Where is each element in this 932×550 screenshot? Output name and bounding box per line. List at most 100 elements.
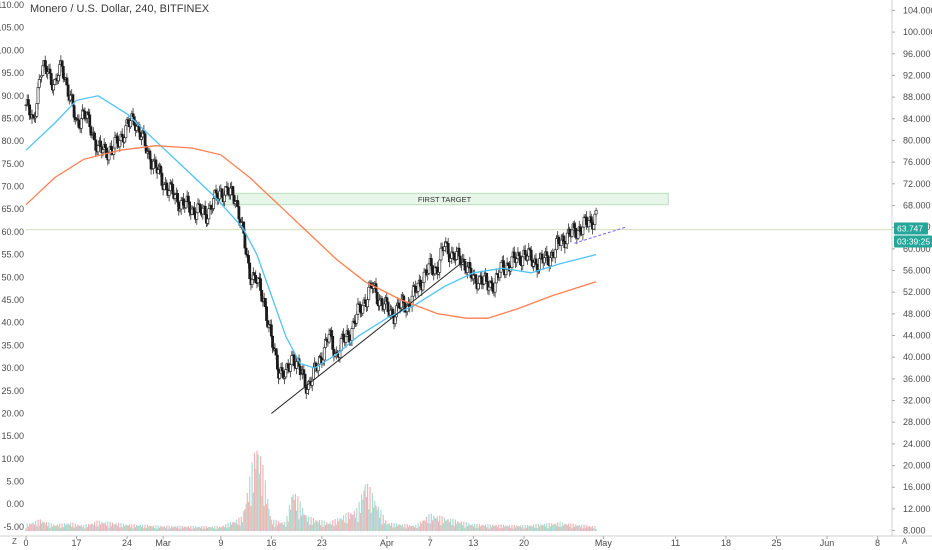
volume-bar (55, 525, 57, 531)
volume-bar (524, 524, 526, 531)
candle-up (389, 309, 392, 316)
volume-bar (415, 525, 417, 531)
volume-bar (235, 519, 238, 531)
volume-bar (508, 524, 511, 531)
candle-up (576, 230, 580, 239)
volume-bar (511, 524, 513, 531)
volume-bar (492, 524, 494, 531)
volume-bar (449, 518, 452, 531)
volume-layer (25, 450, 597, 531)
volume-bar (405, 528, 407, 531)
volume-bar (348, 518, 351, 531)
volume-bar (161, 526, 163, 531)
auto-scale-toggle[interactable]: Z (12, 537, 17, 546)
bar-countdown-label: 03:39:25 (897, 237, 930, 247)
volume-bar (389, 525, 392, 531)
trendline-layer[interactable] (271, 226, 626, 414)
candle-up (378, 299, 382, 307)
volume-bar (264, 480, 266, 531)
candle-down (186, 195, 190, 203)
volume-bar (288, 504, 291, 531)
candle-up (306, 389, 309, 394)
volume-bar (291, 496, 293, 531)
volume-bar (566, 525, 568, 531)
candle-up (57, 75, 60, 82)
candle-down (271, 335, 274, 348)
volume-bar (564, 523, 566, 531)
candle-up (443, 246, 446, 251)
candle-down (31, 114, 35, 118)
candle-up (438, 259, 442, 273)
volume-bar (302, 507, 304, 531)
volume-bar (322, 526, 324, 531)
candle-up (367, 286, 371, 300)
candle-down (103, 143, 107, 149)
volume-bar (126, 525, 128, 531)
projection-trendline[interactable] (574, 226, 626, 244)
volume-bar (541, 525, 543, 531)
volume-bar (400, 525, 402, 531)
candle-up (156, 169, 160, 174)
volume-bar (369, 487, 371, 531)
volume-bar (545, 526, 547, 531)
candle-up (356, 303, 360, 315)
volume-bar (582, 528, 584, 531)
volume-bar (468, 523, 470, 531)
support-trendline[interactable] (271, 258, 467, 414)
volume-bar (113, 524, 115, 531)
volume-bar (458, 522, 460, 531)
volume-bar (253, 452, 256, 531)
volume-bar (481, 524, 483, 531)
volume-bar (358, 502, 360, 531)
volume-bar (110, 525, 112, 531)
time-axis-tick-label: 24 (122, 538, 132, 548)
time-axis[interactable]: 0 17 24 Mar 9 16 23 Apr 7 13 20 May 11 18 25 Jun 8 (23, 536, 880, 548)
candle-down (165, 182, 169, 191)
candle-down (43, 60, 47, 67)
volume-bar (382, 514, 384, 531)
left-axis-tick-label: 105.00 (0, 23, 24, 33)
volume-bar (563, 525, 565, 531)
right-axis-tick-label: 76.000 (903, 157, 931, 167)
time-axis-tick-label: 0 (23, 538, 28, 548)
volume-bar (413, 527, 416, 531)
volume-bar (594, 526, 596, 531)
candle-up (101, 149, 105, 154)
volume-bar (137, 525, 139, 531)
volume-bar (571, 528, 573, 531)
candle-down (116, 135, 119, 144)
candle-down (28, 104, 32, 116)
volume-bar (504, 526, 506, 531)
volume-bar (294, 493, 297, 531)
volume-bar (132, 528, 134, 531)
volume-bar (531, 526, 533, 531)
candle-down (579, 226, 582, 232)
volume-bar (81, 527, 84, 531)
volume-bar (283, 522, 286, 531)
volume-bar (241, 522, 244, 531)
volume-bar (551, 523, 553, 531)
volume-bar (57, 526, 60, 531)
candle-up (393, 316, 397, 324)
volume-bar (151, 526, 153, 531)
volume-bar (184, 526, 186, 531)
volume-bar (570, 523, 572, 531)
volume-bar (579, 526, 582, 531)
right-axis-tick-label: 68.000 (903, 200, 931, 210)
candle-down (330, 330, 333, 337)
candle-down (87, 112, 90, 116)
volume-bar (308, 516, 310, 531)
volume-bar (98, 520, 100, 531)
volume-bar (555, 525, 558, 531)
volume-bar (321, 520, 323, 531)
right-axis[interactable]: 104.000 100.000 96.000 92.000 88.000 84.000 80… (892, 5, 932, 536)
candle-down (244, 247, 248, 255)
volume-bar (496, 526, 499, 531)
candle-down (480, 276, 484, 285)
candle-down (60, 60, 64, 67)
candle-down (568, 228, 572, 235)
candle-down (546, 255, 550, 266)
axis-mode-toggle[interactable]: A (902, 537, 908, 546)
candle-up (195, 212, 199, 220)
